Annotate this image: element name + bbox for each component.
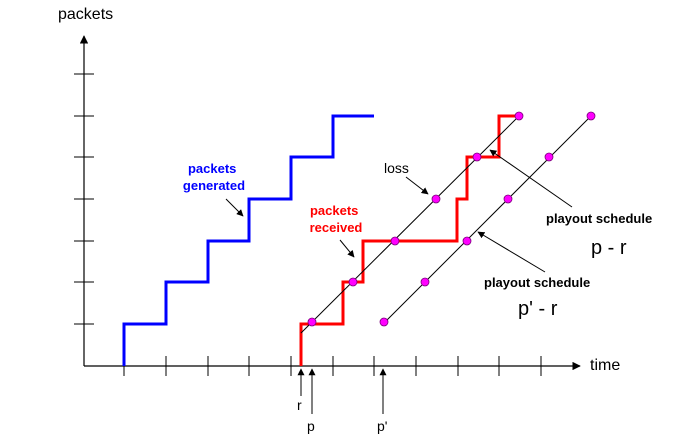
playout-points-1	[307, 111, 524, 327]
packets-received-staircase	[299, 114, 519, 366]
loss-label: loss	[384, 160, 409, 176]
playout-schedule-1-pointer	[489, 149, 573, 208]
packets-received-pointer	[339, 239, 355, 258]
packets-generated-label: packets generated	[183, 161, 245, 193]
point	[514, 111, 524, 121]
point	[431, 194, 441, 204]
playout-schedule-line-1	[300, 115, 520, 334]
playout-points-2	[379, 111, 596, 327]
y-axis-label: packets	[58, 6, 113, 23]
playout-schedule-line-2	[382, 115, 592, 325]
marker-p-label: p	[307, 418, 315, 434]
y-ticks	[74, 73, 94, 325]
x-ticks	[123, 356, 542, 376]
point	[472, 152, 482, 162]
playout-formula-1: p - r	[591, 237, 627, 259]
packets-received-label: packets received	[310, 203, 363, 235]
axes: packets time	[58, 6, 620, 376]
point	[420, 277, 430, 287]
playout-schedule-2-label: playout schedule	[484, 275, 590, 290]
point	[379, 317, 389, 327]
playout-schedule-1-label: playout schedule	[546, 211, 652, 226]
packets-generated-staircase	[122, 114, 374, 366]
point	[462, 236, 472, 246]
point	[390, 236, 400, 246]
packets-generated-pointer	[225, 198, 244, 217]
marker-p-prime-label: p'	[377, 418, 387, 434]
point	[544, 152, 554, 162]
marker-r-label: r	[297, 397, 302, 413]
x-axis-label: time	[590, 357, 620, 374]
point	[503, 194, 513, 204]
loss-pointer	[405, 176, 429, 195]
point	[586, 111, 596, 121]
point	[348, 277, 358, 287]
point	[307, 317, 317, 327]
playout-formula-2: p' - r	[518, 298, 558, 320]
playout-schedule-2-pointer	[477, 231, 546, 273]
